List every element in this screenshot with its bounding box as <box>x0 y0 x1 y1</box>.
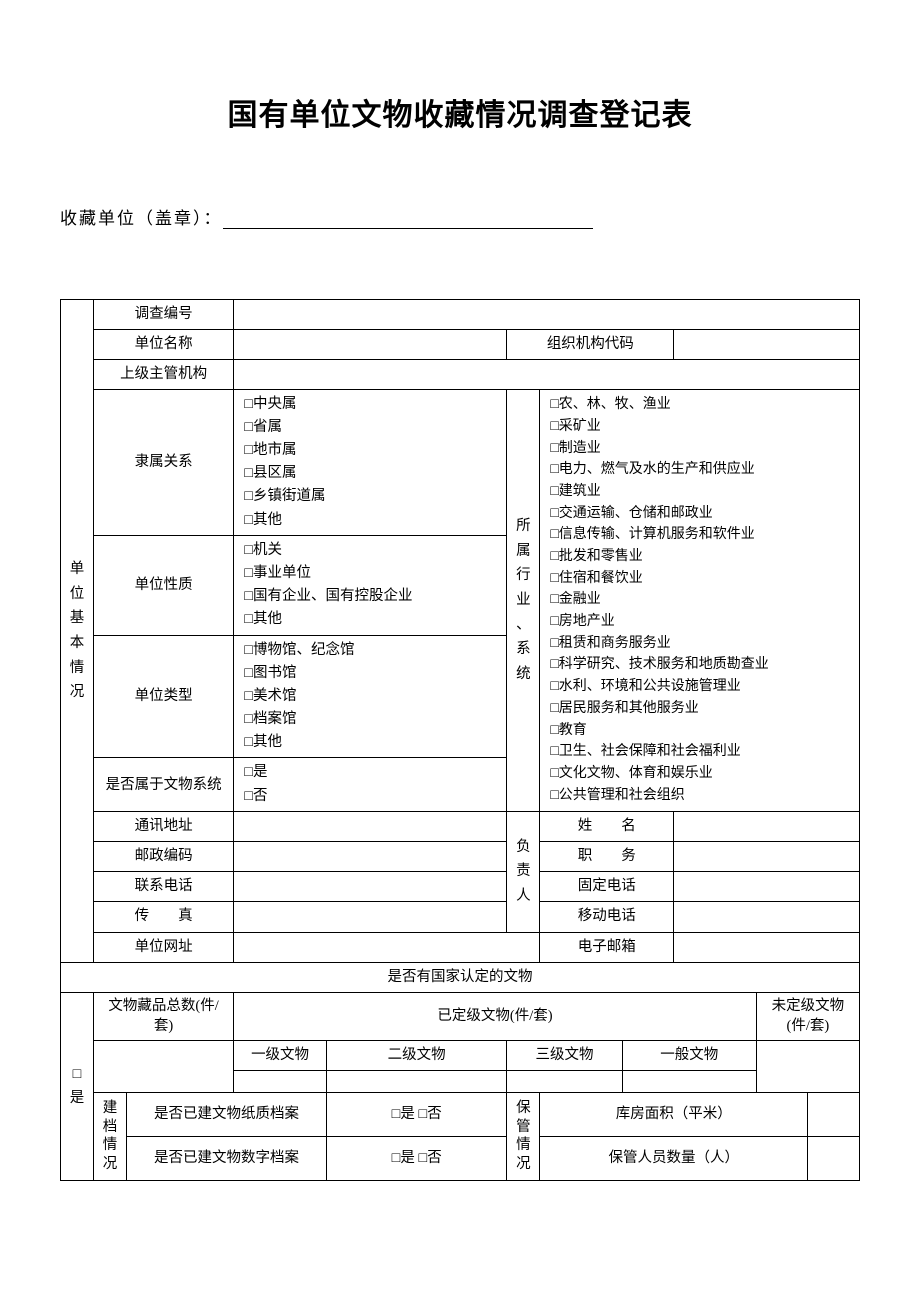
label-resp-mobile: 移动电话 <box>540 902 674 932</box>
label-superior: 上级主管机构 <box>93 360 233 389</box>
page-title: 国有单位文物收藏情况调查登记表 <box>60 90 860 134</box>
field-keep-q2[interactable] <box>808 1136 860 1180</box>
field-g1[interactable] <box>234 1070 327 1092</box>
field-g3[interactable] <box>507 1070 622 1092</box>
main-table: 单位基本情况 调查编号 单位名称 组织机构代码 上级主管机构 隶属关系 □中央属… <box>60 299 860 1181</box>
field-resp-duty[interactable] <box>674 842 860 872</box>
label-tel: 联系电话 <box>93 872 233 902</box>
label-web: 单位网址 <box>93 932 233 962</box>
field-unrated[interactable] <box>756 1040 859 1092</box>
field-addr[interactable] <box>234 811 507 841</box>
field-total[interactable] <box>93 1040 233 1092</box>
field-resp-phone[interactable] <box>674 872 860 902</box>
label-survey-no: 调查编号 <box>93 300 233 330</box>
field-web[interactable] <box>234 932 540 962</box>
opts-affiliation[interactable]: □中央属□省属□地市属□县区属□乡镇街道属□其他 <box>234 389 507 535</box>
label-g4: 一般文物 <box>622 1040 756 1070</box>
label-resp-name: 姓 名 <box>540 811 674 841</box>
opt-yes[interactable]: □是 <box>61 992 94 1180</box>
stamp-label: 收藏单位（盖章）： <box>60 209 223 228</box>
label-in-system: 是否属于文物系统 <box>93 758 233 811</box>
label-keep-q2: 保管人员数量（人） <box>540 1136 808 1180</box>
label-resp-phone: 固定电话 <box>540 872 674 902</box>
label-total: 文物藏品总数(件/套) <box>93 992 233 1040</box>
field-post[interactable] <box>234 842 507 872</box>
label-unrated: 未定级文物(件/套) <box>756 992 859 1040</box>
label-resp-email: 电子邮箱 <box>540 932 674 962</box>
field-resp-mobile[interactable] <box>674 902 860 932</box>
field-g2[interactable] <box>326 1070 506 1092</box>
opts-industry[interactable]: □农、林、牧、渔业□采矿业□制造业□电力、燃气及水的生产和供应业□建筑业□交通运… <box>540 389 860 811</box>
label-resp-duty: 职 务 <box>540 842 674 872</box>
field-unit-name[interactable] <box>234 330 507 360</box>
label-keep-q1: 库房面积（平米） <box>540 1092 808 1136</box>
label-archive: 建档情况 <box>93 1092 126 1180</box>
label-addr: 通讯地址 <box>93 811 233 841</box>
label-unit-name: 单位名称 <box>93 330 233 360</box>
label-type: 单位类型 <box>93 635 233 758</box>
opts-in-system[interactable]: □是□否 <box>234 758 507 811</box>
label-rated: 已定级文物(件/套) <box>234 992 757 1040</box>
field-keep-q1[interactable] <box>808 1092 860 1136</box>
label-industry: 所属行业、系统 <box>507 389 540 811</box>
field-superior[interactable] <box>234 360 860 389</box>
section2-header: 是否有国家认定的文物 <box>61 962 860 992</box>
label-g2: 二级文物 <box>326 1040 506 1070</box>
opts-type[interactable]: □博物馆、纪念馆□图书馆□美术馆□档案馆□其他 <box>234 635 507 758</box>
label-g1: 一级文物 <box>234 1040 327 1070</box>
field-resp-email[interactable] <box>674 932 860 962</box>
label-nature: 单位性质 <box>93 535 233 635</box>
field-g4[interactable] <box>622 1070 756 1092</box>
section1-heading: 单位基本情况 <box>61 300 94 963</box>
stamp-underline[interactable] <box>223 210 593 229</box>
label-post: 邮政编码 <box>93 842 233 872</box>
opt-archive-q2[interactable]: □是 □否 <box>326 1136 506 1180</box>
field-org-code[interactable] <box>674 330 860 360</box>
label-affiliation: 隶属关系 <box>93 389 233 535</box>
opt-archive-q1[interactable]: □是 □否 <box>326 1092 506 1136</box>
field-tel[interactable] <box>234 872 507 902</box>
label-org-code: 组织机构代码 <box>507 330 674 360</box>
field-resp-name[interactable] <box>674 811 860 841</box>
field-fax[interactable] <box>234 902 507 932</box>
label-archive-q1: 是否已建文物纸质档案 <box>126 1092 326 1136</box>
label-fax: 传 真 <box>93 902 233 932</box>
field-survey-no[interactable] <box>234 300 860 330</box>
label-archive-q2: 是否已建文物数字档案 <box>126 1136 326 1180</box>
label-g3: 三级文物 <box>507 1040 622 1070</box>
label-keep: 保管情况 <box>507 1092 540 1180</box>
stamp-line: 收藏单位（盖章）： <box>60 204 860 229</box>
opts-nature[interactable]: □机关□事业单位□国有企业、国有控股企业□其他 <box>234 535 507 635</box>
label-responsible: 负责人 <box>507 811 540 932</box>
